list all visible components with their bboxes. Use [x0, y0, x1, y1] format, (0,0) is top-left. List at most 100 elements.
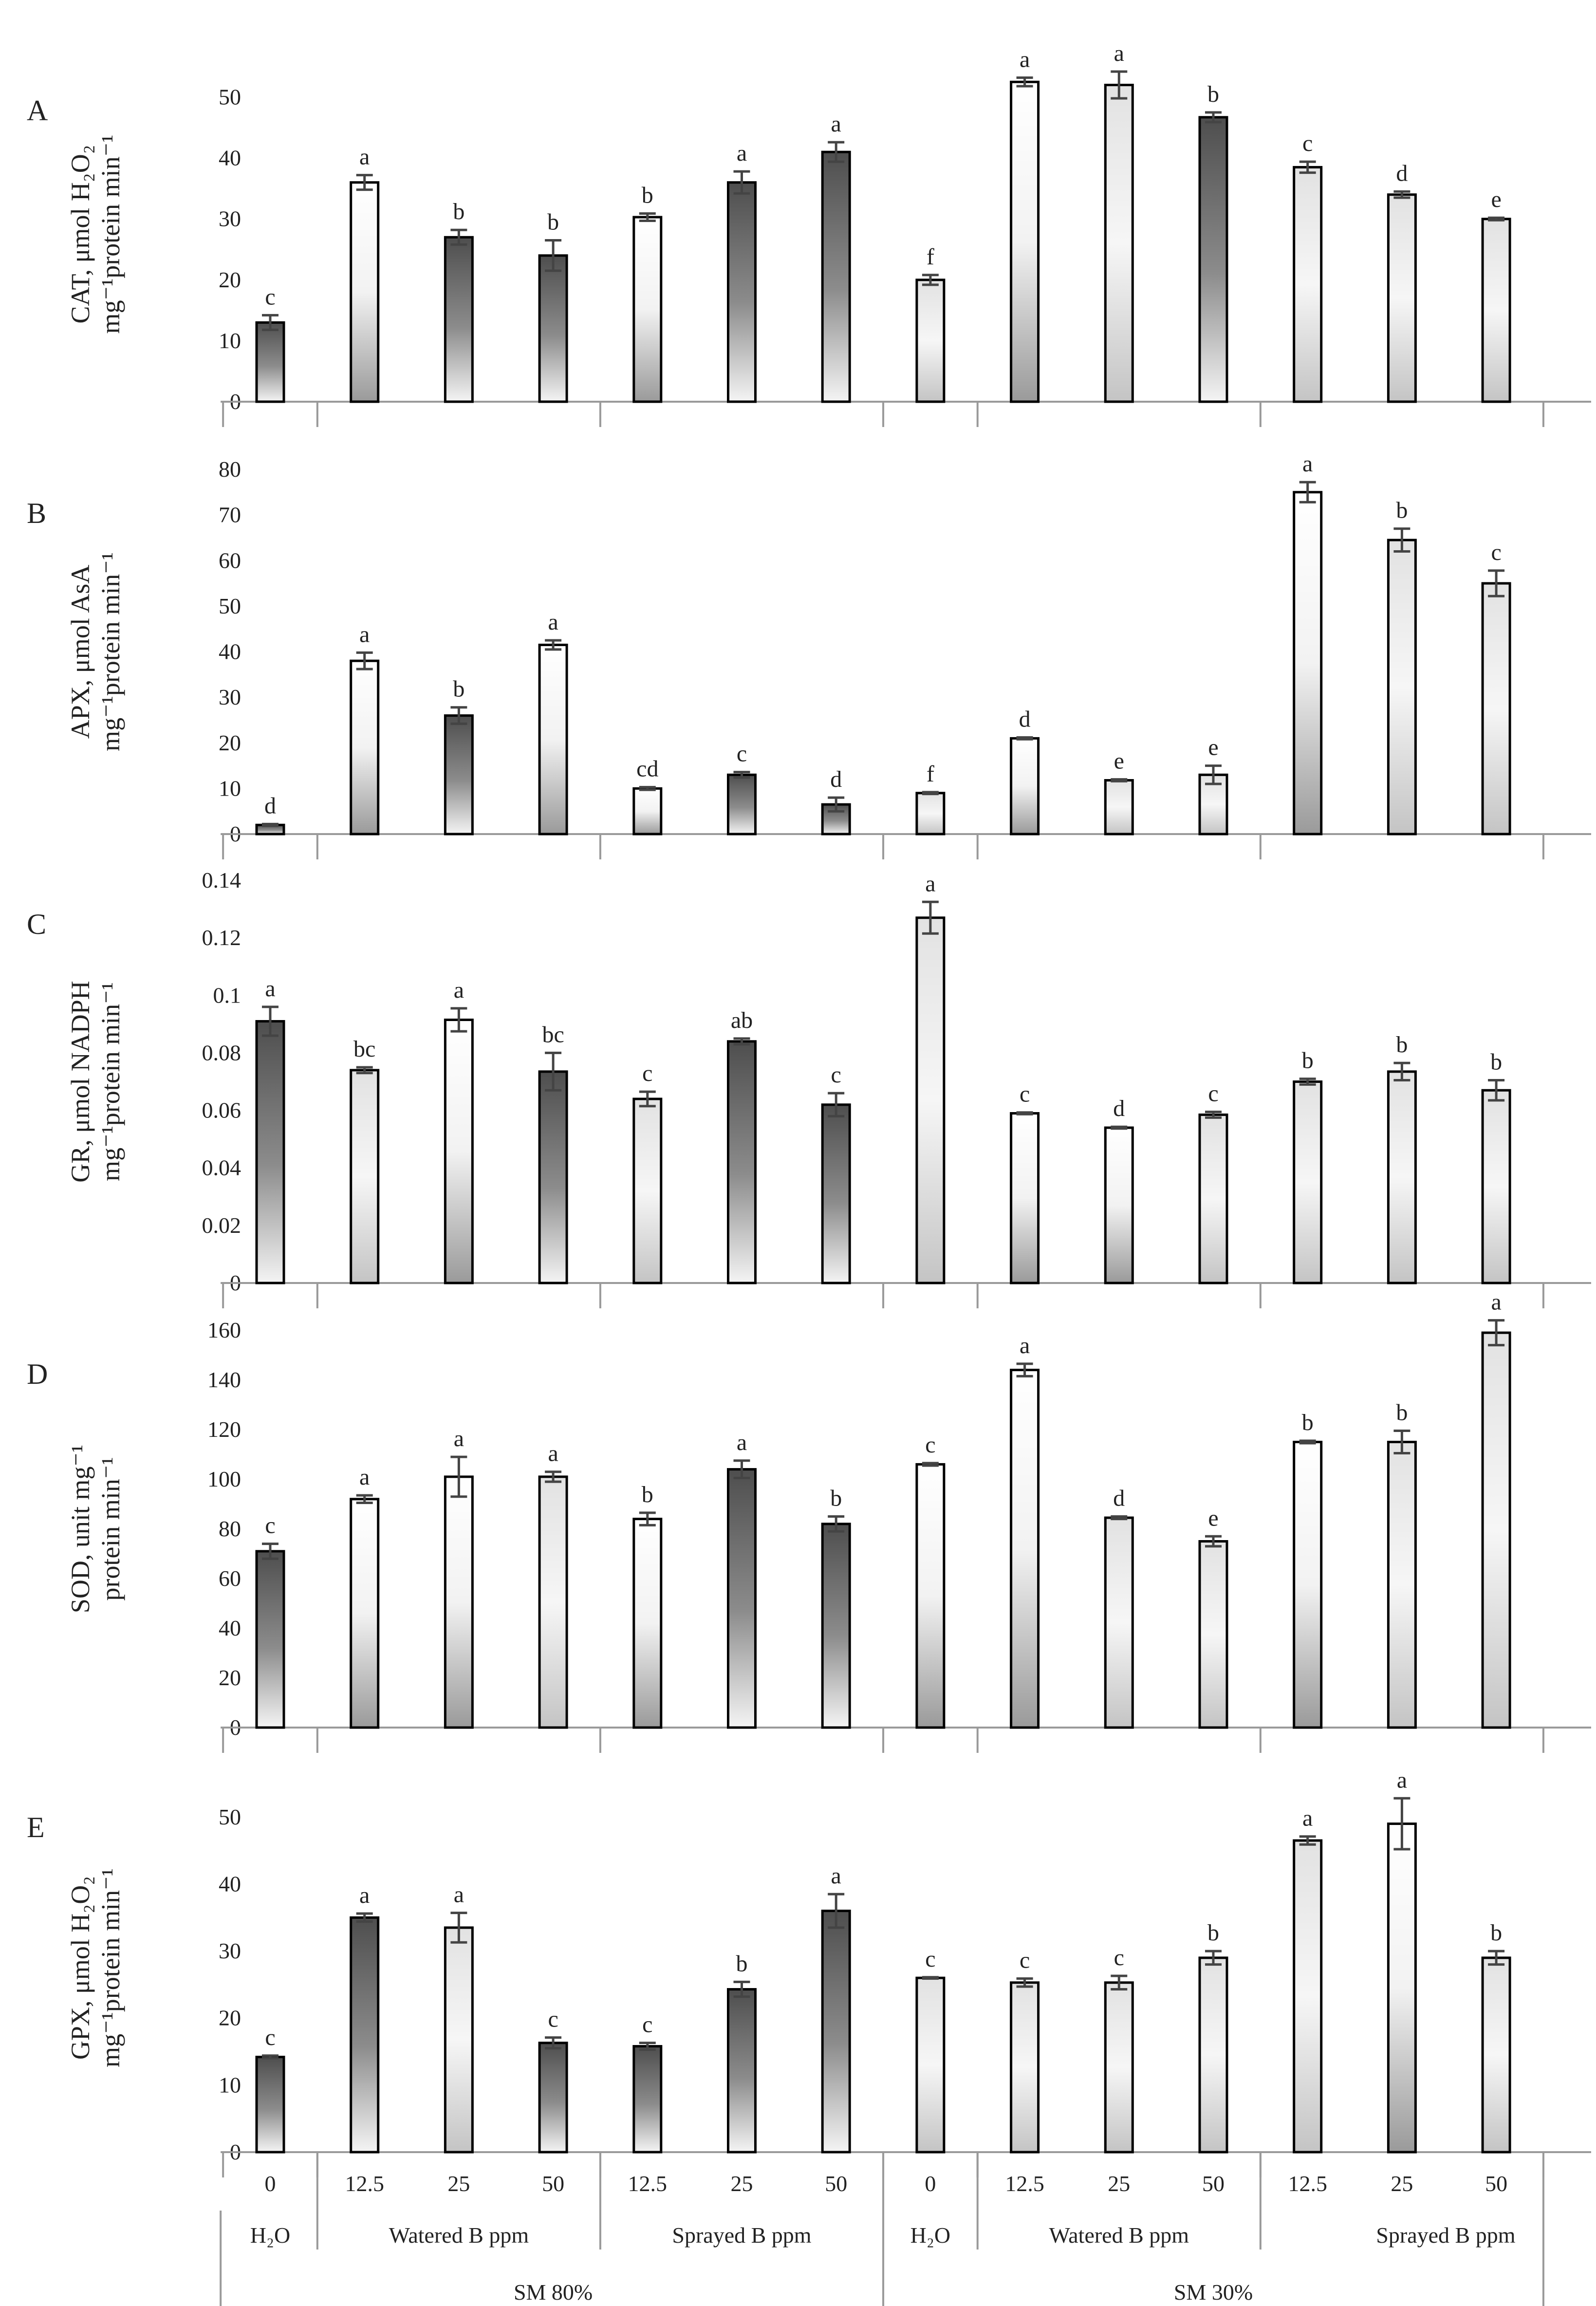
bar-D-0 — [255, 1550, 285, 1729]
bar-E-10 — [1198, 1956, 1228, 2154]
significance-letter: d — [1113, 1096, 1125, 1121]
significance-letter: c — [1020, 1081, 1030, 1107]
significance-letter: c — [265, 2025, 275, 2050]
bar-E-13 — [1481, 1956, 1511, 2154]
significance-letter: e — [1208, 735, 1218, 761]
y-axis-label-line1: SOD, unit mg⁻¹ — [66, 1445, 95, 1613]
y-tick-label: 0.06 — [202, 1098, 241, 1123]
y-tick-label: 20 — [219, 267, 241, 292]
x-level-label: 12.5 — [628, 2171, 668, 2196]
y-tick-label: 40 — [219, 1616, 241, 1640]
significance-letter: b — [453, 199, 464, 224]
significance-letter: c — [642, 2012, 652, 2038]
y-tick-label: 0.04 — [202, 1155, 241, 1180]
bar-A-12 — [1387, 193, 1417, 403]
bar-D-11 — [1293, 1441, 1323, 1729]
significance-letter: a — [359, 621, 370, 647]
significance-letter: c — [265, 284, 275, 310]
bar-A-11 — [1293, 166, 1323, 403]
bar-D-13 — [1481, 1331, 1511, 1729]
significance-letter: c — [1491, 539, 1501, 565]
y-tick-label: 30 — [219, 685, 241, 709]
bar-E-0 — [255, 2056, 285, 2154]
bar-D-5 — [727, 1468, 757, 1729]
y-axis-label-line2: mg⁻¹protein min⁻¹ — [96, 135, 125, 334]
bar-B-9 — [1104, 779, 1134, 836]
significance-letter: a — [454, 1882, 464, 1908]
x-level-label: 0 — [925, 2171, 936, 2196]
significance-letter: a — [359, 1882, 370, 1908]
significance-letter: b — [1490, 1049, 1502, 1075]
bar-E-2 — [444, 1926, 474, 2154]
bar-C-0 — [255, 1020, 285, 1284]
bar-A-1 — [350, 181, 380, 403]
y-tick-label: 10 — [219, 328, 241, 353]
bar-D-8 — [1010, 1369, 1040, 1729]
panel-letter: A — [27, 94, 48, 127]
bar-E-7 — [915, 1976, 946, 2154]
significance-letter: b — [1490, 1920, 1502, 1946]
x-level-label: 25 — [731, 2171, 753, 2196]
bar-D-4 — [632, 1518, 663, 1729]
bar-B-4 — [632, 787, 663, 836]
significance-letter: c — [925, 1946, 935, 1972]
bar-E-9 — [1104, 1981, 1134, 2154]
y-tick-label: 120 — [207, 1417, 241, 1442]
bar-D-6 — [821, 1523, 851, 1729]
significance-letter: ab — [731, 1007, 753, 1033]
significance-letter: b — [736, 1951, 748, 1976]
significance-letter: a — [548, 1441, 558, 1467]
bar-D-12 — [1387, 1441, 1417, 1729]
y-tick-label: 20 — [219, 1665, 241, 1690]
significance-letter: bc — [353, 1036, 375, 1062]
significance-letter: c — [548, 2007, 558, 2032]
panel-letter: E — [27, 1811, 45, 1843]
y-tick-label: 70 — [219, 502, 241, 527]
x-level-label: 50 — [825, 2171, 847, 2196]
y-tick-label: 10 — [219, 776, 241, 800]
y-tick-label: 0.02 — [202, 1213, 241, 1238]
y-tick-label: 60 — [219, 1566, 241, 1591]
y-tick-label: 160 — [207, 1318, 241, 1342]
y-axis-label-line1: APX, μmol AsA — [66, 565, 95, 739]
x-level-label: 0 — [265, 2171, 276, 2196]
significance-letter: d — [1113, 1486, 1125, 1511]
y-axis-label-line2: mg⁻¹protein min⁻¹ — [96, 1868, 125, 2067]
significance-letter: cd — [636, 756, 658, 782]
bar-A-13 — [1481, 218, 1511, 403]
bar-A-5 — [727, 181, 757, 403]
bar-C-1 — [350, 1069, 380, 1284]
significance-letter: c — [642, 1060, 652, 1086]
y-tick-label: 50 — [219, 85, 241, 110]
y-tick-label: 20 — [219, 2006, 241, 2030]
bar-B-10 — [1198, 773, 1228, 836]
significance-letter: c — [1114, 1945, 1124, 1971]
significance-letter: a — [831, 1863, 841, 1889]
bar-C-12 — [1387, 1070, 1417, 1284]
bar-E-8 — [1010, 1981, 1040, 2154]
significance-letter: a — [831, 111, 841, 137]
significance-letter: e — [1208, 1505, 1218, 1531]
bar-B-5 — [727, 773, 757, 836]
y-tick-label: 0.12 — [202, 925, 241, 950]
significance-letter: b — [1396, 498, 1408, 523]
significance-letter: d — [1019, 707, 1031, 732]
significance-letter: a — [1020, 47, 1030, 73]
y-tick-label: 100 — [207, 1467, 241, 1491]
y-tick-label: 0.1 — [213, 983, 241, 1007]
bar-E-4 — [632, 2045, 663, 2154]
significance-letter: a — [454, 977, 464, 1003]
significance-letter: b — [1207, 1920, 1219, 1946]
x-level-label: 50 — [1202, 2171, 1225, 2196]
significance-letter: d — [830, 766, 842, 792]
bar-B-3 — [538, 643, 568, 836]
significance-letter: a — [737, 1430, 747, 1455]
bar-A-8 — [1010, 80, 1040, 403]
significance-letter: c — [737, 741, 747, 767]
significance-letter: a — [1020, 1333, 1030, 1358]
significance-letter: b — [642, 1482, 653, 1507]
bar-C-13 — [1481, 1089, 1511, 1284]
y-axis-label-line2: mg⁻¹protein min⁻¹ — [96, 552, 125, 751]
